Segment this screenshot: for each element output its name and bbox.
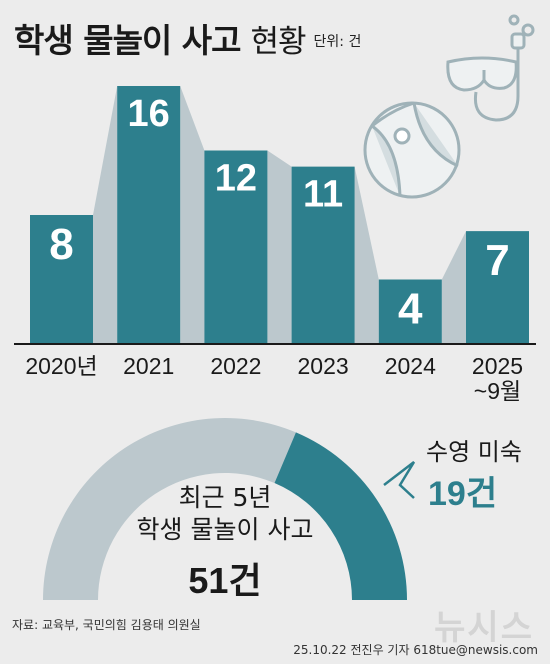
bar-connector — [267, 150, 292, 344]
donut-total: 51건 — [188, 560, 262, 601]
callout-connector — [383, 461, 416, 499]
diving-mask-snorkel-icon — [446, 14, 535, 122]
newsis-watermark: 뉴시스 — [434, 609, 534, 647]
callout-value: 19건 — [428, 475, 498, 513]
byline-credit: 25.10.22 전진우 기자 618tue@newsis.com — [293, 643, 538, 657]
bar — [378, 279, 442, 344]
bar — [466, 231, 529, 344]
x-tick-label: ~9월 — [474, 378, 521, 404]
bar-connector — [354, 166, 379, 344]
donut-segment-swimming — [274, 432, 407, 600]
bar-value-label: 4 — [398, 285, 423, 334]
x-tick-label: 2020년 — [25, 353, 97, 379]
bar-value-label: 8 — [49, 220, 73, 269]
bar-chart: 8 16 12 11 4 7 2020년 2021 2022 2023 2024 2025~9월 — [14, 86, 536, 404]
beach-ball-icon — [363, 101, 461, 199]
bar-connector — [180, 86, 205, 344]
bar-connector — [93, 86, 118, 344]
title-sub: 현황 — [250, 24, 307, 60]
bar — [30, 215, 93, 344]
x-tick-label: 2024 — [385, 353, 436, 379]
x-tick-label: 2025 — [472, 353, 523, 379]
unit-label: 단위: 건 — [313, 34, 362, 50]
bar-connector — [441, 231, 466, 344]
donut-center-line-2: 학생 물놀이 사고 — [136, 515, 314, 544]
donut-center-line-1: 최근 5년 — [178, 483, 272, 512]
donut-segment-other — [43, 417, 296, 600]
bar-value-label: 12 — [215, 158, 257, 200]
x-tick-label: 2021 — [123, 353, 174, 379]
bar-value-label: 7 — [485, 236, 509, 285]
bar-value-label: 16 — [128, 93, 170, 135]
bar — [204, 150, 268, 344]
bar-value-label: 11 — [303, 174, 343, 216]
bar — [117, 86, 181, 344]
callout-label: 수영 미숙 — [426, 438, 522, 466]
x-tick-label: 2022 — [210, 353, 261, 379]
chart-title: 학생 물놀이 사고 현황 단위: 건 — [14, 14, 361, 62]
source-note: 자료: 교육부, 국민의힘 김용태 의원실 — [12, 618, 201, 632]
title-main: 학생 물놀이 사고 — [14, 21, 241, 60]
half-donut-chart — [43, 417, 407, 600]
x-tick-label: 2023 — [298, 353, 349, 379]
bar — [291, 166, 355, 344]
